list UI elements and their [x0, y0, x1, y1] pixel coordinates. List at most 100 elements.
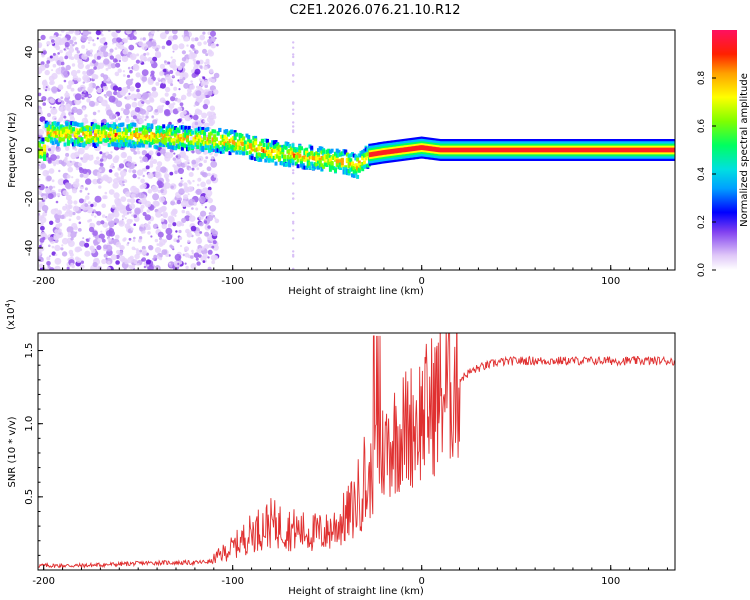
spectrogram-cell — [99, 162, 104, 167]
spectrogram-cell — [55, 223, 61, 229]
spectrogram-cell — [136, 147, 140, 151]
spectrogram-cell — [354, 156, 358, 161]
spectrogram-cell — [140, 135, 144, 139]
spectrogram-cell — [61, 237, 69, 245]
spectrogram-cell — [109, 124, 113, 129]
spectrogram-cell — [349, 153, 353, 158]
spectrogram-cell — [195, 237, 203, 245]
spectrogram-cell — [72, 127, 75, 132]
spectrogram-cell — [162, 211, 169, 218]
spectrogram-cell — [70, 262, 74, 267]
spectrogram-cell — [209, 68, 214, 74]
spectrogram-cell — [56, 192, 61, 197]
spectrogram-cell — [214, 137, 218, 142]
spectrogram-cell — [175, 71, 181, 76]
spectrogram-cell — [185, 210, 190, 215]
spectrogram-cell — [112, 85, 119, 91]
spectrogram-cell — [38, 143, 41, 148]
spectrogram-cell — [276, 154, 280, 159]
spectrogram-cell — [119, 41, 123, 45]
spectrogram-cell — [78, 123, 82, 128]
spectrogram-cell — [59, 49, 63, 54]
spectrogram-cell — [65, 64, 71, 71]
spectrogram-cell — [292, 255, 295, 258]
spectrogram-cell — [362, 153, 366, 158]
spectrogram-cell — [135, 131, 138, 136]
spectrogram-cell — [335, 159, 339, 164]
spectrogram-cell — [211, 260, 216, 265]
spectrogram-cell — [65, 126, 69, 131]
spectrogram-cell — [328, 149, 332, 154]
spectrogram-cell — [71, 106, 78, 113]
spectrogram-cell — [194, 135, 198, 140]
spectrogram-cell — [49, 125, 53, 130]
spectrogram-cell — [112, 134, 116, 139]
spectrogram-cell — [88, 237, 91, 240]
spectrogram-cell — [250, 146, 254, 151]
spectrogram-cell — [352, 170, 356, 175]
spectrogram-cell — [66, 135, 70, 140]
spectrogram-cell — [81, 44, 86, 49]
spectrogram-cell — [209, 205, 217, 212]
spectrogram-cell — [109, 55, 115, 60]
spectrogram-cell — [180, 152, 187, 158]
spectrogram-cell — [172, 129, 176, 134]
spectrogram-cell — [182, 143, 186, 148]
spectrogram-cell — [160, 189, 165, 193]
spectrogram-cell — [207, 172, 211, 177]
spectrogram-cell — [165, 100, 170, 106]
spectrogram-cell — [157, 189, 161, 194]
spectrogram-cell — [306, 160, 310, 165]
spectrogram-cell — [114, 119, 119, 123]
spectrogram-cell — [101, 152, 105, 156]
spectrogram-cell — [184, 125, 188, 130]
spectrogram-cell — [354, 163, 358, 168]
spectrogram-cell — [56, 130, 60, 135]
spectrogram-cell — [133, 223, 136, 226]
spectrogram-cell — [51, 251, 56, 256]
spectrogram-cell — [199, 127, 203, 131]
spectrogram-cell — [117, 117, 122, 121]
spectrogram-cell — [157, 231, 164, 238]
spectrogram-cell — [311, 153, 315, 158]
spectrogram-cell — [162, 143, 166, 148]
spectrogram-cell — [165, 227, 173, 235]
spectrogram-cell — [131, 246, 136, 251]
spectrogram-cell — [169, 70, 174, 74]
spectrogram-cell — [146, 106, 151, 111]
spectrogram-cell — [153, 144, 157, 149]
spectrogram-cell — [108, 95, 116, 103]
spectrogram-cell — [106, 90, 113, 97]
spectrogram-cell — [55, 146, 61, 152]
spectrogram-cell — [198, 162, 203, 167]
spectrogram-cell — [114, 199, 122, 207]
spectrogram-cell — [199, 130, 203, 135]
spectrogram-cell — [362, 160, 366, 165]
spectrogram-cell — [99, 130, 103, 135]
spectrogram-cell — [195, 257, 199, 261]
spectrogram-cell — [172, 164, 176, 168]
spectrogram-cell — [207, 38, 213, 44]
spectrogram-cell — [98, 169, 102, 173]
spectrogram-cell — [182, 110, 187, 115]
spectrogram-cell — [67, 231, 71, 235]
spectrogram-cell — [334, 151, 337, 156]
snr-xtick-label: -100 — [221, 576, 244, 587]
spectrogram-cell — [184, 30, 189, 35]
spectrogram-cell — [116, 135, 120, 140]
spectrogram-cell — [148, 245, 153, 250]
spectrogram-cell — [135, 134, 138, 139]
spectrogram-cell — [48, 168, 55, 174]
spectrogram-cell — [150, 125, 154, 130]
spectrogram-cell — [182, 72, 189, 79]
spectrogram-cell — [111, 133, 115, 138]
spectrogram-cell — [191, 207, 194, 210]
spectrogram-cell — [88, 94, 92, 98]
spectrogram-cell — [177, 167, 184, 174]
spectrogram-cell — [137, 263, 140, 266]
spectrogram-cell — [128, 92, 131, 95]
spectrogram-cell — [120, 245, 124, 250]
spectrogram-band-layer — [368, 145, 675, 158]
spectrogram-cell — [124, 259, 129, 265]
spectrogram-cell — [85, 48, 88, 51]
